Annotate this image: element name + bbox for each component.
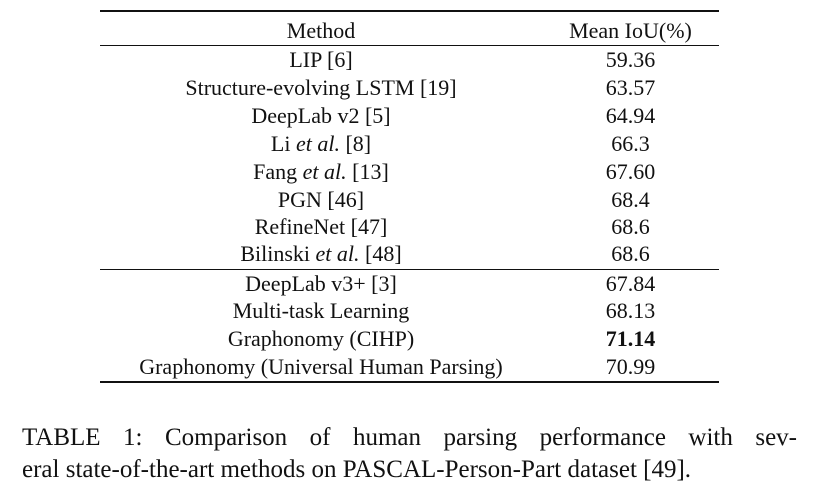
method-cell: Fang et al. [13] xyxy=(100,159,542,185)
table-caption: TABLE 1: Comparison of human parsing per… xyxy=(22,422,797,486)
method-cell: Graphonomy (CIHP) xyxy=(227,326,415,351)
method-citation: [48] xyxy=(359,241,402,266)
table-group-separator-rule xyxy=(100,269,719,270)
miou-cell: 68.6 xyxy=(611,241,650,266)
method-et-al: et al. xyxy=(302,159,347,184)
miou-cell: 70.99 xyxy=(605,354,656,379)
table-row-graphonomy-cihp: Graphonomy (CIHP) 71.14 xyxy=(100,326,719,352)
method-name: Bilinski xyxy=(240,241,316,266)
table-row-pgn: PGN [46] 68.4 xyxy=(100,187,719,213)
caption-line-1: TABLE 1: Comparison of human parsing per… xyxy=(22,424,797,451)
miou-cell: 68.13 xyxy=(605,298,656,323)
method-cell: Bilinski et al. [48] xyxy=(100,241,542,267)
method-cell: PGN [46] xyxy=(277,187,365,212)
table-row-deeplab-v3plus: DeepLab v3+ [3] 67.84 xyxy=(100,271,719,297)
method-cell: Structure-evolving LSTM [19] xyxy=(185,75,457,100)
miou-cell-best: 71.14 xyxy=(605,326,656,351)
miou-cell: 68.4 xyxy=(611,187,650,212)
miou-cell: 63.57 xyxy=(605,75,656,100)
table-row-fang-et-al: Fang et al. [13] 67.60 xyxy=(100,159,719,185)
method-name: Li xyxy=(270,131,296,156)
table-row-structure-evolving-lstm: Structure-evolving LSTM [19] 63.57 xyxy=(100,75,719,101)
method-cell: Multi-task Learning xyxy=(232,298,410,323)
method-citation: [13] xyxy=(346,159,389,184)
table-row-refinenet: RefineNet [47] 68.6 xyxy=(100,214,719,240)
table-bottom-rule xyxy=(100,381,719,383)
method-cell: RefineNet [47] xyxy=(254,214,388,239)
method-citation: [8] xyxy=(339,131,372,156)
method-cell: Li et al. [8] xyxy=(100,131,542,157)
method-et-al: et al. xyxy=(295,131,340,156)
miou-cell: 59.36 xyxy=(605,47,656,72)
table-row-multi-task-learning: Multi-task Learning 68.13 xyxy=(100,298,719,324)
miou-cell: 64.94 xyxy=(605,103,656,128)
table-row-deeplab-v2: DeepLab v2 [5] 64.94 xyxy=(100,103,719,129)
method-name: Fang xyxy=(253,159,303,184)
table-row-lip: LIP [6] 59.36 xyxy=(100,47,719,73)
method-cell: DeepLab v3+ [3] xyxy=(245,271,397,296)
table-row-graphonomy-universal: Graphonomy (Universal Human Parsing) 70.… xyxy=(100,354,719,380)
method-cell: LIP [6] xyxy=(289,47,353,72)
table-top-rule xyxy=(100,10,719,12)
caption-line-2: eral state-of-the-art methods on PASCAL-… xyxy=(22,456,692,483)
method-cell: DeepLab v2 [5] xyxy=(251,103,391,128)
miou-cell: 66.3 xyxy=(611,131,650,156)
miou-cell: 67.60 xyxy=(605,159,656,184)
table-row-li-et-al: Li et al. [8] 66.3 xyxy=(100,131,719,157)
miou-cell: 67.84 xyxy=(605,271,656,296)
method-cell: Graphonomy (Universal Human Parsing) xyxy=(139,354,503,379)
table-header-rule xyxy=(100,45,719,46)
method-et-al: et al. xyxy=(315,241,360,266)
header-mean-iou: Mean IoU(%) xyxy=(569,18,692,43)
miou-cell: 68.6 xyxy=(611,214,650,239)
table-header-row: Method Mean IoU(%) xyxy=(100,18,719,44)
header-method: Method xyxy=(286,18,356,43)
table-row-bilinski-et-al: Bilinski et al. [48] 68.6 xyxy=(100,241,719,267)
